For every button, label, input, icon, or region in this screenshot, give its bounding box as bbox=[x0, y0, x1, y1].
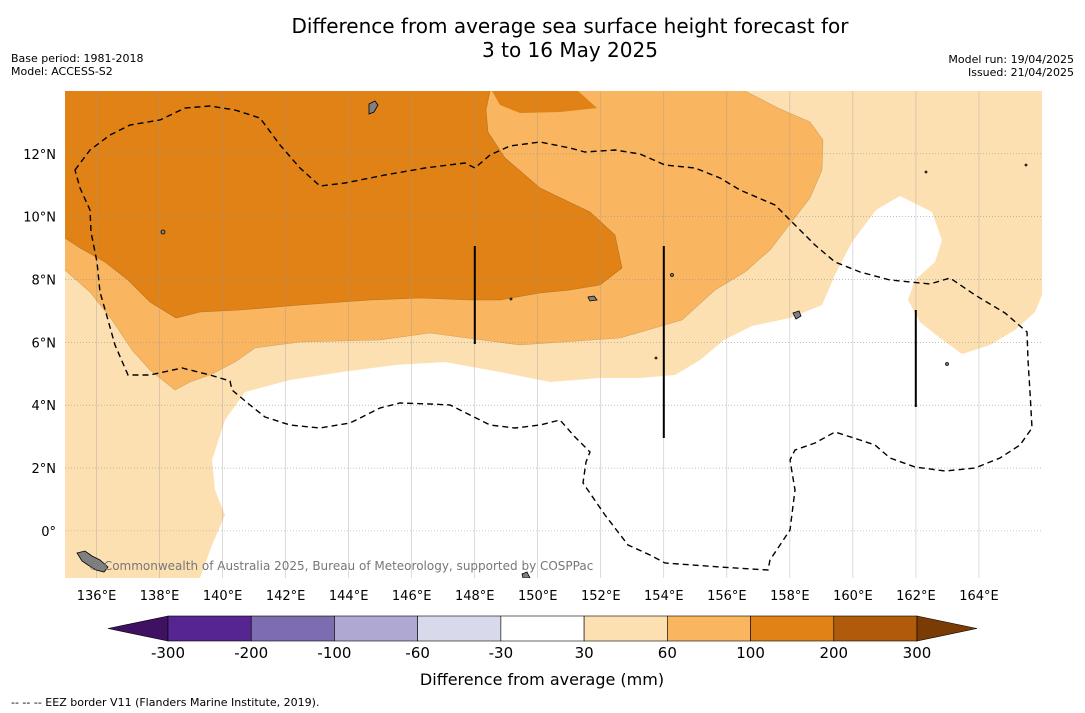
lat-tick-label: 6°N bbox=[32, 336, 57, 351]
colorbar-arrow-left bbox=[107, 615, 169, 642]
issued-text: Issued: 21/04/2025 bbox=[967, 66, 1074, 79]
colorbar-tick-label: 100 bbox=[736, 644, 765, 662]
latitude-labels: 12°N 10°N 8°N 6°N 4°N 2°N 0° bbox=[23, 148, 56, 540]
base-period-text: Base period: 1981-2018 bbox=[11, 52, 144, 65]
island-dot-7 bbox=[654, 356, 658, 360]
colorbar-segment bbox=[750, 615, 835, 642]
meta-right: Model run: 19/04/2025 Issued: 21/04/2025 bbox=[948, 53, 1074, 79]
eez-border-line bbox=[74, 105, 1033, 571]
lat-tick-label: 12°N bbox=[23, 148, 56, 163]
colorbar-tick-label: -200 bbox=[234, 644, 268, 662]
colorbar-segment bbox=[500, 615, 585, 642]
island-dot-3 bbox=[945, 362, 949, 366]
islands bbox=[76, 100, 1028, 578]
colorbar-segment bbox=[417, 615, 502, 642]
chart-title: Difference from average sea surface heig… bbox=[0, 14, 1085, 62]
anomaly-region-100-200-north bbox=[492, 91, 597, 113]
lon-tick-label: 144°E bbox=[329, 589, 369, 604]
lon-tick-label: 138°E bbox=[140, 589, 180, 604]
lat-tick-label: 2°N bbox=[32, 462, 57, 477]
model-text: Model: ACCESS-S2 bbox=[11, 65, 113, 78]
lon-tick-label: 154°E bbox=[644, 589, 684, 604]
island-pohnpei bbox=[792, 310, 802, 320]
lon-tick-label: 156°E bbox=[707, 589, 747, 604]
island-dot-2 bbox=[670, 273, 674, 277]
map-panel: © Commonwealth of Australia 2025, Bureau… bbox=[65, 91, 1042, 578]
lon-tick-label: 146°E bbox=[392, 589, 432, 604]
island-dot-5 bbox=[1024, 163, 1028, 167]
colorbar bbox=[107, 615, 978, 642]
colorbar-segment bbox=[167, 615, 252, 642]
lon-tick-label: 152°E bbox=[581, 589, 621, 604]
island-small-south bbox=[521, 571, 531, 578]
lon-tick-label: 148°E bbox=[455, 589, 495, 604]
island-dot-6 bbox=[509, 297, 513, 301]
lon-tick-label: 142°E bbox=[266, 589, 306, 604]
colorbar-title: Difference from average (mm) bbox=[420, 670, 664, 689]
lon-tick-label: 136°E bbox=[77, 589, 117, 604]
colorbar-tick-label: 200 bbox=[819, 644, 848, 662]
grid-lines bbox=[65, 91, 1042, 578]
colorbar-tick-label: 30 bbox=[575, 644, 594, 662]
lon-tick-label: 158°E bbox=[770, 589, 810, 604]
model-run-text: Model run: 19/04/2025 bbox=[948, 53, 1074, 66]
lat-tick-label: 4°N bbox=[32, 399, 57, 414]
lon-tick-label: 150°E bbox=[518, 589, 558, 604]
colorbar-tick-label: -30 bbox=[489, 644, 514, 662]
colorbar-tick-label: -60 bbox=[405, 644, 430, 662]
contour-line-100 bbox=[65, 91, 623, 319]
eez-footnote: -- -- -- EEZ border V11 (Flanders Marine… bbox=[11, 696, 320, 709]
colorbar-segment bbox=[833, 615, 918, 642]
colorbar-segment bbox=[250, 615, 335, 642]
colorbar-tick-labels: -300 -200 -100 -60 -30 30 60 100 200 300 bbox=[151, 644, 931, 662]
colorbar-tick-label: 300 bbox=[903, 644, 932, 662]
lon-tick-label: 140°E bbox=[203, 589, 243, 604]
island-guam bbox=[368, 100, 379, 115]
meta-left: Base period: 1981-2018 Model: ACCESS-S2 bbox=[11, 52, 143, 78]
lon-tick-label: 164°E bbox=[959, 589, 999, 604]
title-line-1: Difference from average sea surface heig… bbox=[291, 14, 849, 38]
island-new-guinea-tip bbox=[76, 550, 109, 573]
colorbar-tick-label: -100 bbox=[317, 644, 351, 662]
island-dot-4 bbox=[924, 170, 928, 174]
colorbar-tick-label: 60 bbox=[658, 644, 677, 662]
lat-tick-label: 8°N bbox=[32, 274, 57, 289]
colorbar-tick-label: -300 bbox=[151, 644, 185, 662]
colorbar-segment bbox=[583, 615, 668, 642]
title-line-2: 3 to 16 May 2025 bbox=[482, 38, 658, 62]
anomaly-region-100-200 bbox=[65, 91, 622, 318]
island-dot-1 bbox=[160, 229, 166, 235]
colorbar-arrow-right bbox=[916, 615, 978, 642]
lat-tick-label: 0° bbox=[41, 525, 56, 540]
longitude-labels: 136°E 138°E 140°E 142°E 144°E 146°E 148°E 150°E… bbox=[77, 589, 999, 604]
map-attribution: © Commonwealth of Australia 2025, Bureau… bbox=[88, 559, 593, 573]
colorbar-segment bbox=[667, 615, 751, 642]
lon-tick-label: 162°E bbox=[896, 589, 936, 604]
colorbar-segment bbox=[334, 615, 418, 642]
lat-tick-label: 10°N bbox=[23, 211, 56, 226]
island-chuuk-group bbox=[587, 295, 598, 302]
lon-tick-label: 160°E bbox=[833, 589, 873, 604]
